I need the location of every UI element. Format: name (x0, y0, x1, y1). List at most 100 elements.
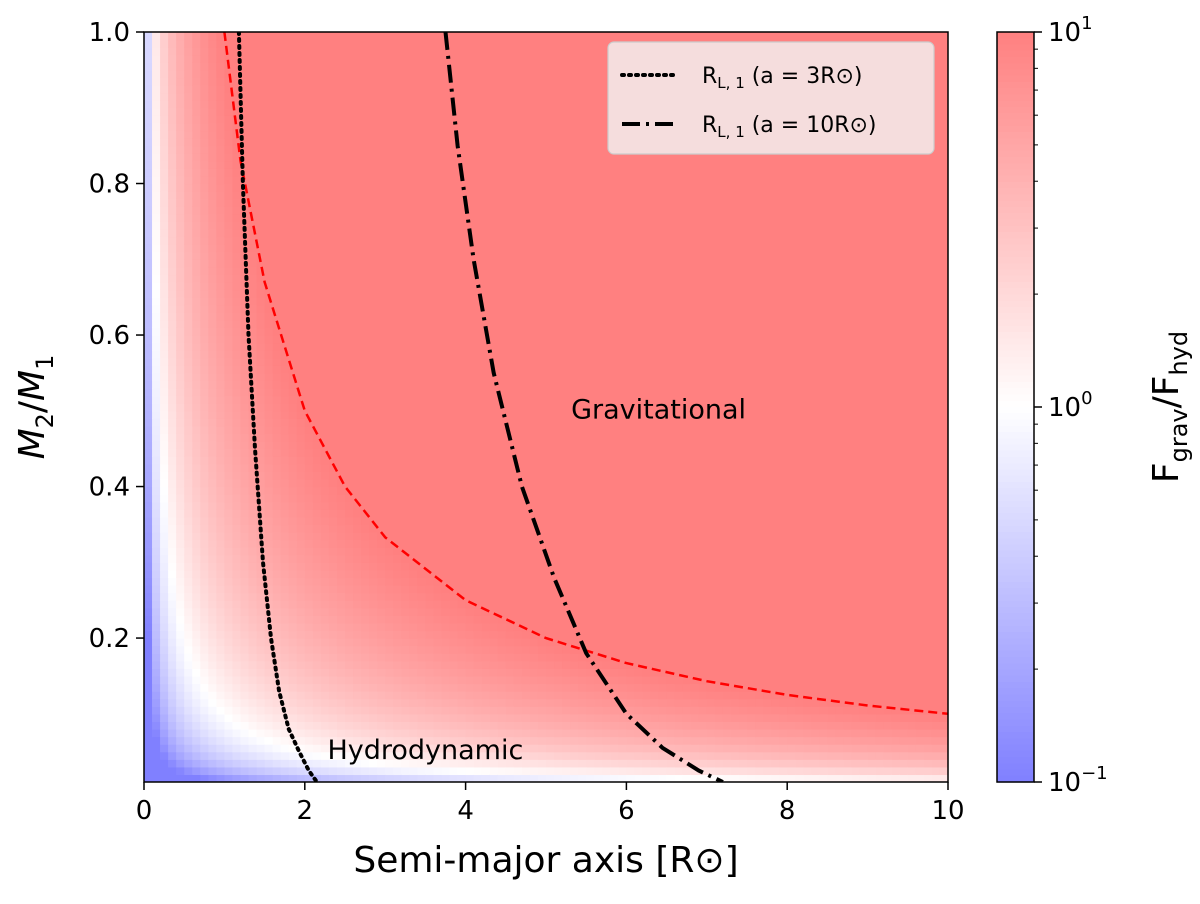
heatmap-cell (417, 145, 426, 154)
heatmap-cell (497, 706, 507, 715)
heatmap-cell (304, 516, 314, 526)
heatmap-cell (489, 751, 499, 760)
heatmap-cell (465, 160, 475, 169)
heatmap-cell (521, 236, 531, 245)
heatmap-cell (529, 77, 539, 86)
heatmap-cell (328, 395, 338, 404)
heatmap-cell (345, 448, 354, 457)
heatmap-cell (280, 759, 290, 768)
heatmap-cell (248, 62, 258, 71)
heatmap-cell (441, 365, 451, 374)
heatmap-cell (449, 638, 459, 647)
heatmap-cell (200, 153, 209, 162)
heatmap-cell (513, 744, 523, 753)
heatmap-cell (184, 107, 193, 116)
heatmap-cell (216, 600, 225, 609)
heatmap-cell (168, 683, 177, 692)
heatmap-cell (248, 486, 258, 495)
heatmap-cell (152, 335, 161, 344)
heatmap-cell (377, 713, 386, 722)
heatmap-cell (417, 380, 426, 389)
heatmap-cell (385, 683, 394, 692)
heatmap-cell (409, 122, 418, 132)
heatmap-cell (473, 297, 483, 306)
heatmap-cell (152, 168, 161, 177)
heatmap-cell (160, 653, 169, 662)
heatmap-cell (232, 100, 242, 109)
heatmap-cell (377, 691, 386, 700)
heatmap-cell (457, 494, 467, 503)
heatmap-cell (465, 213, 475, 222)
heatmap-cell (546, 691, 555, 700)
heatmap-cell (537, 115, 547, 124)
heatmap-cell (377, 478, 386, 488)
heatmap-cell (497, 736, 507, 745)
heatmap-cell (248, 395, 258, 404)
heatmap-cell (176, 251, 185, 260)
heatmap-cell (192, 721, 201, 730)
heatmap-cell (168, 236, 177, 245)
heatmap-cell (288, 698, 298, 707)
heatmap-cell (393, 569, 402, 579)
heatmap-cell (216, 274, 225, 283)
heatmap-cell (280, 236, 290, 245)
heatmap-cell (489, 388, 499, 397)
heatmap-cell (272, 554, 282, 563)
heatmap-cell (385, 266, 394, 276)
heatmap-cell (369, 77, 378, 86)
heatmap-cell (240, 638, 250, 647)
heatmap-cell (312, 524, 322, 533)
heatmap-cell (385, 706, 394, 715)
heatmap-cell (473, 463, 483, 472)
heatmap-cell (433, 494, 443, 503)
heatmap-cell (529, 463, 539, 472)
heatmap-cell (361, 138, 370, 147)
heatmap-cell (160, 259, 169, 268)
heatmap-cell (256, 357, 266, 366)
heatmap-cell (184, 675, 193, 685)
heatmap-cell (224, 335, 234, 344)
heatmap-cell (513, 198, 523, 207)
heatmap-cell (200, 615, 209, 624)
heatmap-cell (369, 183, 378, 192)
heatmap-cell (312, 183, 322, 192)
heatmap-cell (513, 191, 523, 200)
heatmap-cell (441, 266, 451, 276)
heatmap-cell (256, 478, 266, 488)
heatmap-cell (353, 721, 362, 730)
heatmap-cell (505, 213, 515, 222)
heatmap-cell (248, 622, 258, 632)
heatmap-cell (296, 372, 306, 382)
heatmap-cell (369, 425, 378, 435)
heatmap-cell (232, 92, 242, 101)
heatmap-cell (152, 675, 161, 685)
heatmap-cell (192, 728, 201, 738)
heatmap-cell (417, 228, 426, 238)
heatmap-cell (401, 319, 410, 329)
heatmap-cell (328, 433, 338, 442)
heatmap-cell (264, 69, 274, 79)
heatmap-cell (328, 47, 338, 56)
heatmap-cell (345, 478, 354, 488)
heatmap-cell (409, 675, 418, 685)
heatmap-cell (184, 638, 193, 647)
heatmap-cell (176, 198, 185, 207)
heatmap-cell (336, 39, 346, 48)
heatmap-cell (489, 266, 499, 276)
heatmap-cell (361, 259, 370, 268)
heatmap-cell (216, 403, 225, 412)
heatmap-cell (304, 615, 314, 624)
heatmap-cell (312, 388, 322, 397)
heatmap-cell (248, 774, 258, 782)
heatmap-cell (320, 683, 330, 692)
heatmap-cell (441, 395, 451, 404)
heatmap-cell (272, 350, 282, 359)
heatmap-cell (353, 312, 362, 321)
heatmap-cell (353, 107, 362, 116)
heatmap-cell (377, 168, 386, 177)
heatmap-cell (433, 418, 443, 427)
heatmap-cell (336, 312, 346, 321)
heatmap-cell (465, 638, 475, 647)
heatmap-cell (465, 683, 475, 692)
heatmap-cell (152, 312, 161, 321)
